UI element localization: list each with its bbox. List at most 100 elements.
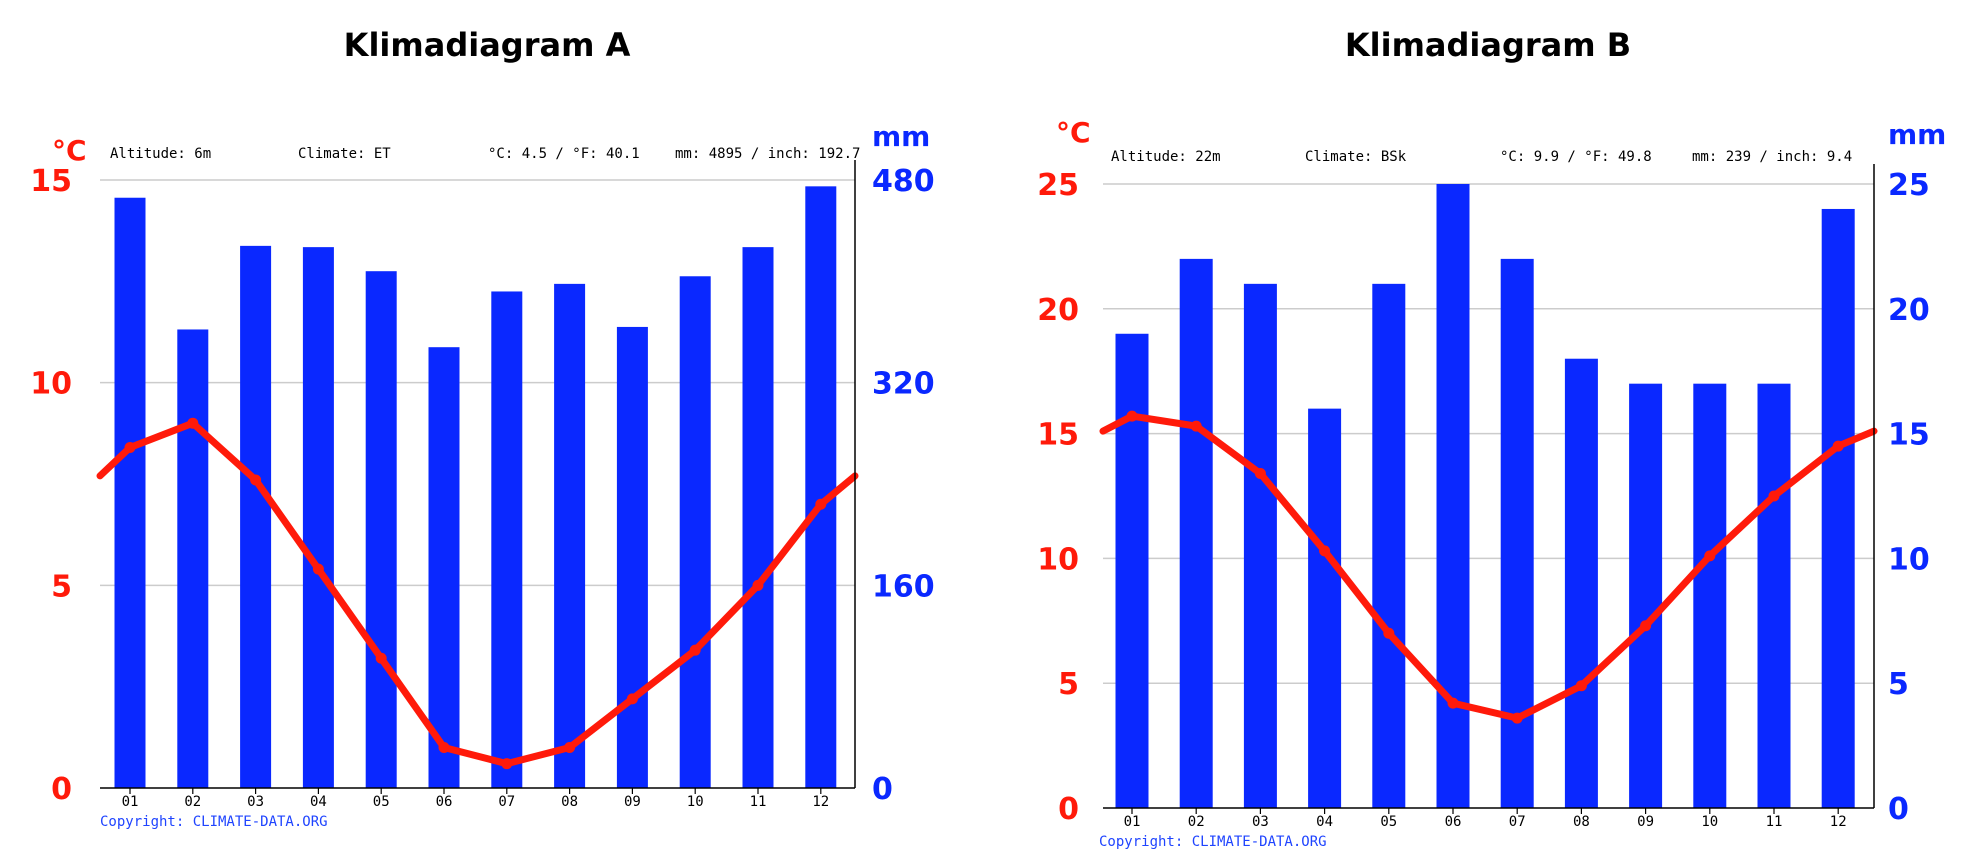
precip-bar-11 — [1757, 383, 1791, 808]
x-tick-label: 12 — [1830, 814, 1847, 830]
temp-point-04 — [312, 563, 324, 575]
precip-bar-03 — [240, 245, 272, 788]
temp-point-09 — [626, 693, 638, 705]
right-tick-label: 5 — [1888, 667, 1909, 702]
right-tick-label: 160 — [872, 569, 935, 604]
precipitation-bars — [114, 186, 837, 789]
temp-point-07 — [1511, 712, 1523, 724]
gridlines — [100, 179, 855, 587]
temp-point-01 — [124, 442, 136, 454]
temp-point-10 — [689, 644, 701, 656]
x-tick-label: 12 — [812, 794, 829, 810]
x-tick-label: 03 — [247, 794, 264, 810]
right-tick-label: 10 — [1888, 542, 1930, 577]
x-axis-ticks: 01 02 03 04 05 06 07 08 09 10 11 12 — [122, 788, 829, 810]
x-tick-label: 10 — [1701, 814, 1718, 830]
right-axis-ticks: 0 5 10 15 20 25 — [1888, 168, 1930, 827]
copyright-note: Copyright: CLIMATE-DATA.ORG — [100, 814, 328, 830]
temp-point-06 — [438, 741, 450, 753]
copyright-note: Copyright: CLIMATE-DATA.ORG — [1099, 834, 1327, 850]
precip-bar-04 — [302, 247, 334, 789]
precip-bar-09 — [616, 326, 648, 788]
x-tick-label: 01 — [1124, 814, 1141, 830]
temp-point-12 — [815, 498, 827, 510]
right-tick-label: 15 — [1888, 418, 1930, 453]
chart-title: Klimadiagram B — [1345, 26, 1631, 64]
precip-bar-03 — [1243, 283, 1277, 809]
right-tick-label: 320 — [872, 367, 935, 402]
right-tick-label: 0 — [1888, 792, 1909, 827]
temperature-line — [1099, 412, 1878, 722]
climate-chart-a: Klimadiagram A Altitude: 6m Climate: ET … — [30, 26, 934, 830]
left-tick-label: 5 — [51, 569, 72, 604]
temp-point-11 — [752, 579, 764, 591]
temp-point-02 — [1190, 420, 1202, 432]
x-axis-ticks: 01 02 03 04 05 06 07 08 09 10 11 12 — [1124, 808, 1847, 830]
info-precipitation: mm: 4895 / inch: 192.7 — [675, 146, 860, 162]
left-axis-ticks: 0 5 10 15 20 25 — [1037, 168, 1079, 827]
precip-bar-10 — [1693, 383, 1727, 808]
precip-bar-01 — [114, 197, 146, 788]
temp-point-08 — [1575, 680, 1587, 692]
x-tick-label: 08 — [561, 794, 578, 810]
temp-point-01 — [1126, 410, 1138, 422]
precip-bar-12 — [805, 186, 837, 789]
info-temperature: °C: 4.5 / °F: 40.1 — [488, 146, 640, 162]
precip-bar-02 — [177, 329, 209, 788]
x-tick-label: 04 — [1316, 814, 1333, 830]
precip-bar-08 — [554, 283, 586, 788]
temp-point-07 — [501, 758, 513, 770]
x-tick-label: 02 — [1188, 814, 1205, 830]
temperature-line-group — [1099, 410, 1878, 724]
precip-bar-02 — [1179, 258, 1213, 808]
left-tick-label: 5 — [1058, 667, 1079, 702]
info-climate: Climate: BSk — [1305, 149, 1407, 165]
left-tick-label: 10 — [1037, 542, 1079, 577]
x-tick-label: 07 — [1509, 814, 1526, 830]
precip-bar-09 — [1629, 383, 1663, 808]
right-tick-label: 20 — [1888, 293, 1930, 328]
x-tick-label: 06 — [1445, 814, 1462, 830]
info-precipitation: mm: 239 / inch: 9.4 — [1692, 149, 1852, 165]
x-tick-label: 05 — [1380, 814, 1397, 830]
right-axis-unit: mm — [872, 120, 930, 153]
precip-bar-04 — [1308, 408, 1342, 808]
x-tick-label: 10 — [687, 794, 704, 810]
temp-point-03 — [250, 474, 262, 486]
left-tick-label: 10 — [30, 367, 72, 402]
left-axis-ticks: 0 5 10 15 — [30, 164, 72, 807]
temp-point-12 — [1832, 440, 1844, 452]
temp-point-03 — [1254, 468, 1266, 480]
x-tick-label: 11 — [1766, 814, 1783, 830]
temperature-line — [96, 419, 859, 768]
right-tick-label: 480 — [872, 164, 935, 199]
left-axis-unit: °C — [52, 134, 87, 167]
precipitation-bars — [1115, 184, 1855, 809]
precip-bar-06 — [428, 347, 460, 788]
x-tick-label: 11 — [750, 794, 767, 810]
info-climate: Climate: ET — [298, 146, 391, 162]
x-tick-label: 04 — [310, 794, 327, 810]
precip-bar-06 — [1436, 184, 1470, 808]
temp-point-05 — [375, 652, 387, 664]
x-tick-label: 02 — [184, 794, 201, 810]
left-tick-label: 0 — [51, 772, 72, 807]
left-tick-label: 15 — [1037, 418, 1079, 453]
precip-bar-05 — [1372, 283, 1406, 809]
precip-bar-12 — [1821, 208, 1855, 808]
precip-bar-10 — [679, 276, 711, 788]
gridlines — [1103, 183, 1874, 684]
info-altitude: Altitude: 6m — [110, 146, 211, 162]
temp-point-02 — [187, 417, 199, 429]
precip-bar-11 — [742, 247, 774, 789]
left-tick-label: 25 — [1037, 168, 1079, 203]
x-tick-label: 01 — [122, 794, 139, 810]
right-axis-ticks: 0 160 320 480 — [872, 164, 935, 807]
temp-point-08 — [564, 741, 576, 753]
precip-bar-08 — [1564, 358, 1598, 808]
temp-point-09 — [1640, 620, 1652, 632]
temp-point-04 — [1319, 545, 1331, 557]
x-tick-label: 06 — [436, 794, 453, 810]
x-tick-label: 09 — [624, 794, 641, 810]
